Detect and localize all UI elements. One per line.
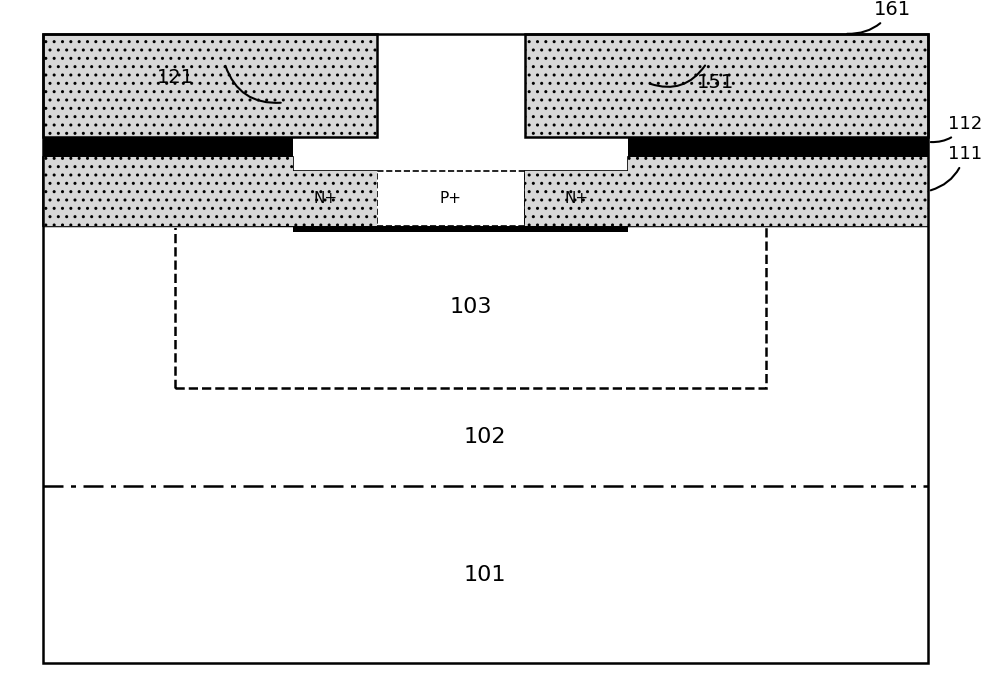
- Text: 161: 161: [847, 0, 911, 34]
- Bar: [525, 171, 628, 225]
- Text: 102: 102: [464, 427, 506, 447]
- Text: 111: 111: [931, 145, 982, 191]
- Bar: [525, 33, 928, 137]
- Text: 151: 151: [697, 73, 734, 92]
- Bar: [43, 33, 377, 137]
- Bar: [628, 137, 928, 156]
- Bar: [628, 156, 928, 225]
- Bar: [293, 171, 377, 225]
- Bar: [293, 223, 628, 232]
- Bar: [274, 171, 377, 225]
- Text: 101: 101: [464, 565, 506, 585]
- Bar: [175, 225, 766, 388]
- Text: 112: 112: [931, 115, 982, 142]
- Text: N+: N+: [313, 191, 337, 206]
- Bar: [628, 137, 928, 225]
- Bar: [43, 225, 928, 229]
- Text: N+: N+: [564, 191, 588, 206]
- Bar: [377, 171, 525, 225]
- Text: 121: 121: [157, 68, 194, 87]
- Bar: [43, 486, 928, 663]
- Bar: [525, 171, 628, 225]
- Bar: [43, 156, 293, 225]
- Bar: [43, 137, 293, 225]
- Text: 103: 103: [449, 296, 492, 317]
- Text: P+: P+: [440, 191, 462, 206]
- Bar: [43, 137, 293, 156]
